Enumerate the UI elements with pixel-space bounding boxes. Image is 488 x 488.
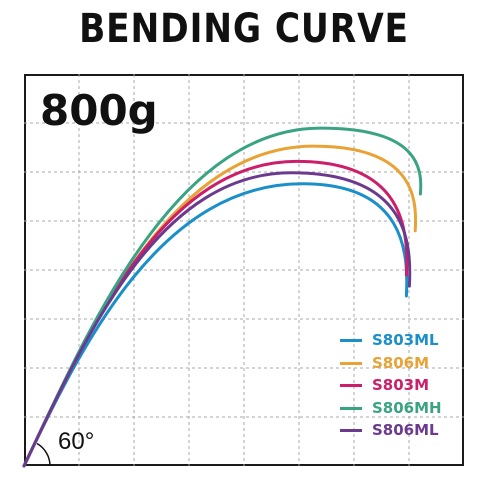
legend-swatch: [340, 361, 362, 365]
legend-label: S806ML: [372, 421, 439, 439]
angle-arc: [36, 442, 51, 467]
legend-swatch: [340, 406, 362, 410]
legend-label: S803ML: [372, 331, 439, 349]
angle-label: 60°: [58, 428, 95, 455]
legend-swatch: [340, 429, 362, 432]
legend-label: S803M: [372, 376, 430, 394]
legend-label: S806M: [372, 353, 430, 372]
legend-swatch: [340, 384, 362, 387]
legend-label: S806MH: [372, 398, 442, 417]
curve-s806ml: [22, 171, 412, 468]
curve-s803ml: [22, 182, 409, 468]
chart-title: BENDING CURVE: [79, 6, 409, 52]
legend-swatch: [340, 339, 362, 342]
load-label: 800g: [40, 86, 158, 135]
curve-s806mh: [22, 126, 423, 468]
